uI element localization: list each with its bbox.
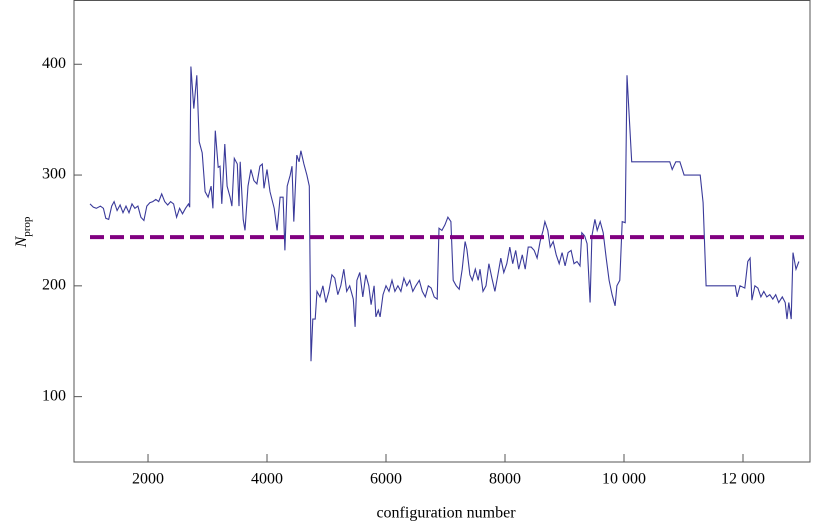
plot-frame: [73, 0, 811, 463]
x-tick-label: 4000: [251, 471, 283, 488]
x-tick-label: 6000: [370, 471, 402, 488]
y-axis-label: Nprop: [13, 216, 33, 248]
y-axis-label-main: N: [13, 235, 30, 248]
data-line: [89, 66, 800, 362]
x-tick-label: 10 000: [602, 471, 646, 488]
y-axis-label-sub: prop: [21, 216, 33, 237]
y-tick-label: 400: [42, 55, 66, 72]
x-tick-label: 12 000: [721, 471, 765, 488]
y-tick-label: 100: [42, 387, 66, 404]
x-axis-label: configuration number: [376, 505, 516, 522]
y-tick-label: 300: [42, 166, 66, 183]
x-tick-label: 8000: [489, 471, 521, 488]
x-tick-label: 2000: [132, 471, 164, 488]
y-tick-label: 200: [42, 277, 66, 294]
